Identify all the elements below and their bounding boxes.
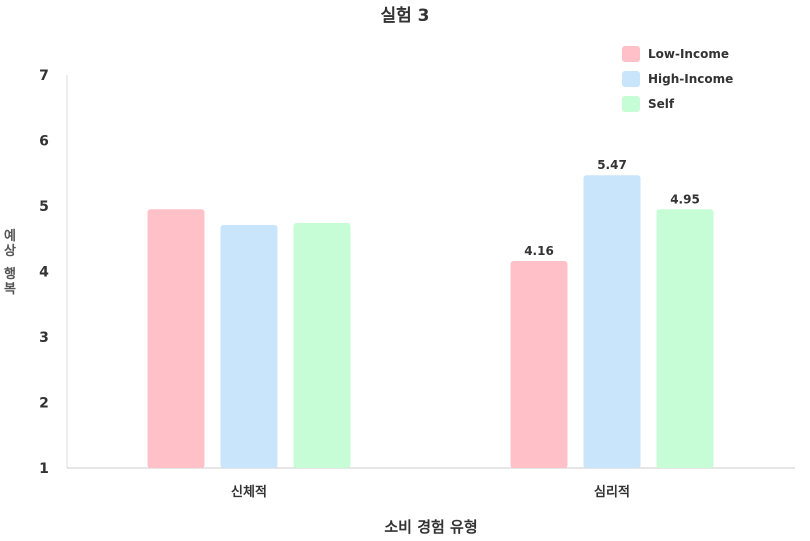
data-label: 4.95	[670, 192, 700, 206]
data-label: 5.47	[597, 158, 627, 172]
legend-label: Self	[648, 97, 675, 111]
x-category-label: 신체적	[231, 484, 267, 500]
y-tick-label: 4	[39, 265, 49, 281]
y-tick-label: 3	[39, 330, 49, 346]
bar-high-income-1	[583, 175, 641, 468]
y-tick-label: 1	[39, 461, 49, 477]
legend-swatch	[622, 46, 640, 62]
bar-self-0	[293, 223, 351, 468]
legend-label: Low-Income	[648, 47, 729, 61]
y-tick-label: 6	[39, 134, 49, 150]
legend-label: High-Income	[648, 72, 733, 86]
legend-swatch	[622, 96, 640, 112]
legend-swatch	[622, 71, 640, 87]
bars-group	[147, 175, 714, 468]
y-tick-label: 5	[39, 199, 49, 215]
chart-title: 실험 3	[380, 5, 429, 26]
bar-low-income-0	[147, 209, 205, 468]
y-tick-label: 7	[39, 68, 49, 84]
data-labels-group: 4.16 5.47 4.95	[524, 158, 700, 258]
x-axis-categories: 신체적 심리적	[231, 484, 630, 500]
legend: Low-Income High-Income Self	[622, 46, 733, 112]
y-tick-label: 2	[39, 396, 49, 412]
y-axis-ticks: 1 2 3 4 5 6 7	[39, 68, 49, 477]
bar-self-1	[656, 209, 714, 468]
x-category-label: 심리적	[594, 484, 630, 500]
data-label: 4.16	[524, 244, 554, 258]
bar-low-income-1	[510, 261, 568, 468]
bar-high-income-0	[220, 224, 278, 468]
x-axis-label: 소비 경험 유형	[384, 518, 477, 536]
